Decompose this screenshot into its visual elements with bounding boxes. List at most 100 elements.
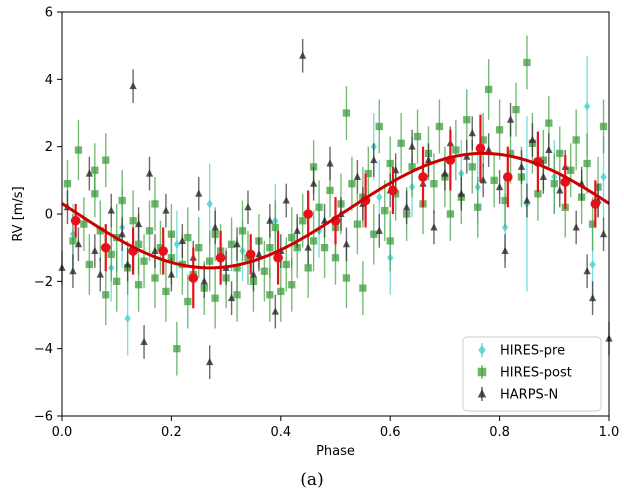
data-point (178, 236, 186, 244)
data-point (266, 291, 274, 299)
legend-item: HARPS-N (477, 387, 558, 403)
data-point (408, 163, 416, 171)
data-point (299, 217, 307, 225)
data-point (140, 257, 148, 265)
data-point (506, 115, 515, 123)
data-point (273, 252, 283, 263)
data-point (304, 243, 312, 251)
data-point (158, 246, 168, 256)
data-point (468, 128, 476, 137)
y-tick-label: 4 (45, 73, 53, 88)
data-point (233, 291, 241, 299)
data-point (271, 307, 279, 315)
data-point (556, 149, 564, 158)
data-point (534, 190, 542, 198)
data-point (545, 119, 553, 127)
data-point (102, 156, 110, 164)
x-axis: 0.0 0.2 0.4 0.6 0.8 1.0 (52, 416, 620, 440)
data-point (463, 116, 471, 124)
x-tick-label: 1.0 (599, 425, 620, 440)
data-point (145, 169, 154, 177)
data-point (424, 155, 433, 164)
data-point (479, 136, 487, 144)
data-point (485, 145, 493, 154)
data-point (266, 216, 274, 224)
data-point (545, 145, 553, 154)
data-point (85, 260, 94, 269)
data-point (129, 81, 137, 90)
data-point (195, 189, 203, 197)
data-point (375, 226, 383, 234)
legend-item: HIRES-pre (478, 343, 565, 359)
data-point (118, 229, 126, 238)
data-point (188, 273, 199, 283)
data-point (386, 159, 394, 168)
x-axis-label: Phase (316, 444, 355, 459)
data-point (288, 233, 296, 242)
data-point (583, 266, 591, 275)
data-point (299, 51, 307, 59)
data-point (123, 260, 132, 268)
data-point (227, 240, 236, 248)
data-series-layer (58, 35, 613, 379)
data-point (408, 142, 416, 150)
data-point (599, 229, 608, 238)
data-point (309, 179, 318, 187)
data-point (446, 210, 455, 218)
data-point (173, 345, 181, 353)
data-point (118, 196, 126, 205)
data-point (206, 357, 214, 366)
data-point (589, 260, 596, 269)
data-point (435, 122, 444, 131)
data-point (129, 217, 137, 225)
data-point (590, 199, 601, 209)
data-point (74, 240, 83, 248)
data-point (309, 237, 318, 245)
data-point (572, 223, 580, 231)
data-point (441, 169, 449, 177)
data-point (517, 162, 526, 170)
data-point (63, 180, 72, 188)
data-point (331, 254, 340, 262)
data-point (96, 227, 104, 235)
x-tick-label: 0.4 (270, 425, 291, 440)
data-point (91, 246, 99, 255)
data-point (69, 266, 77, 275)
data-point (244, 202, 252, 211)
data-point (588, 293, 597, 302)
data-point (495, 182, 504, 191)
data-point (353, 220, 362, 228)
x-tick-label: 0.0 (52, 425, 73, 440)
data-point (102, 291, 110, 299)
y-tick-label: −4 (34, 342, 53, 357)
data-point (249, 270, 258, 278)
data-point (463, 152, 471, 160)
data-point (255, 250, 263, 258)
data-point (266, 244, 274, 252)
data-point (151, 274, 159, 282)
x-tick-label: 0.8 (489, 425, 510, 440)
y-axis: −6 −4 −2 0 2 4 6 (34, 6, 62, 425)
figure-caption: (a) (300, 470, 324, 490)
data-point (599, 122, 608, 131)
legend-box (462, 336, 602, 412)
data-point (600, 172, 607, 182)
x-tick-label: 0.2 (161, 425, 182, 440)
y-tick-label: 2 (45, 140, 53, 155)
data-point (151, 200, 159, 208)
y-axis-label: RV [m/s] (11, 186, 26, 241)
y-tick-label: −2 (34, 275, 53, 290)
data-point (134, 240, 143, 248)
data-point (320, 244, 329, 252)
x-tick-label: 0.6 (380, 425, 401, 440)
data-point (206, 257, 214, 265)
data-point (206, 199, 213, 209)
data-point (364, 169, 372, 178)
legend-label: HARPS-N (500, 388, 558, 403)
data-point (96, 270, 104, 278)
data-point (342, 274, 351, 282)
data-point (260, 267, 269, 275)
data-point (572, 136, 580, 144)
data-point (386, 237, 394, 245)
data-point (376, 192, 383, 202)
